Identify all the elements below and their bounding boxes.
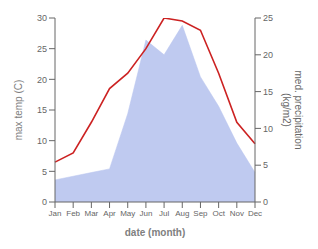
- svg-text:10: 10: [263, 124, 273, 134]
- svg-text:Dec: Dec: [248, 209, 262, 218]
- svg-text:Oct: Oct: [212, 209, 225, 218]
- svg-text:5: 5: [42, 167, 47, 177]
- svg-text:Mar: Mar: [84, 209, 98, 218]
- svg-text:30: 30: [37, 13, 47, 23]
- svg-text:25: 25: [37, 44, 47, 54]
- svg-text:10: 10: [37, 136, 47, 146]
- svg-text:Nov: Nov: [230, 209, 244, 218]
- svg-text:Feb: Feb: [66, 209, 80, 218]
- svg-text:0: 0: [263, 197, 268, 207]
- svg-text:max temp (C): max temp (C): [13, 80, 24, 141]
- svg-text:Apr: Apr: [103, 209, 116, 218]
- svg-text:med. precipitation(kg/m2): med. precipitation(kg/m2): [281, 71, 304, 150]
- svg-text:15: 15: [263, 87, 273, 97]
- svg-text:20: 20: [263, 50, 273, 60]
- svg-text:date (month): date (month): [125, 227, 186, 238]
- svg-text:Jul: Jul: [159, 209, 169, 218]
- svg-text:Jan: Jan: [49, 209, 62, 218]
- svg-text:Sep: Sep: [193, 209, 208, 218]
- svg-text:0: 0: [42, 197, 47, 207]
- svg-text:Aug: Aug: [175, 209, 189, 218]
- svg-text:Jun: Jun: [139, 209, 152, 218]
- svg-text:5: 5: [263, 160, 268, 170]
- svg-text:20: 20: [37, 75, 47, 85]
- svg-text:May: May: [120, 209, 135, 218]
- svg-text:25: 25: [263, 13, 273, 23]
- svg-text:15: 15: [37, 105, 47, 115]
